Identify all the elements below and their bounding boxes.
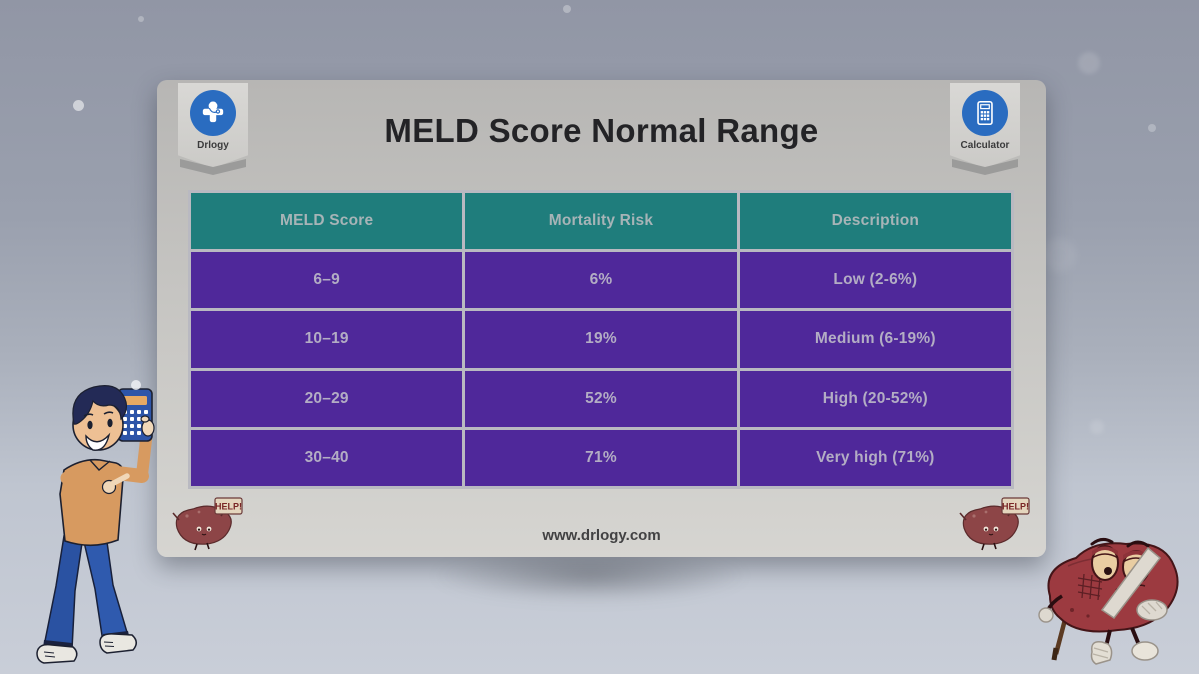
header-cell-mortality-risk: Mortality Risk <box>465 193 737 249</box>
drlogy-brand-badge: Drlogy <box>178 83 248 175</box>
website-url: www.drlogy.com <box>542 527 661 544</box>
badge-label: Drlogy <box>197 140 229 151</box>
help-liver-mascot-left: HELP! <box>172 497 243 551</box>
man-with-calculator-illustration <box>36 380 155 664</box>
cell-r4-description: Very high (71%) <box>739 429 1011 486</box>
help-liver-mascot-right: HELP! <box>959 497 1030 551</box>
cell-r1-mortality: 6% <box>465 252 737 309</box>
header-cell-meld-score: MELD Score <box>191 193 463 249</box>
help-sign-text: HELP! <box>215 502 242 512</box>
meld-score-table: MELD Score Mortality Risk Description 6–… <box>188 190 1014 489</box>
cell-r3-description: High (20-52%) <box>739 370 1011 427</box>
cell-r4-score: 30–40 <box>191 429 463 486</box>
bokeh-dot <box>73 100 84 111</box>
cell-r1-score: 6–9 <box>191 252 463 309</box>
badge-ribbon: Calculator <box>950 83 1020 168</box>
bokeh-dot <box>1042 238 1076 272</box>
cell-r3-score: 20–29 <box>191 370 463 427</box>
cell-r2-score: 10–19 <box>191 311 463 368</box>
calculator-glyph-icon <box>977 100 993 126</box>
medical-cross-stethoscope-icon <box>202 101 224 123</box>
help-sign-text: HELP! <box>1002 502 1029 512</box>
badge-chevron <box>180 159 246 175</box>
background-blur-smudge <box>430 548 750 603</box>
badge-ribbon: Drlogy <box>178 83 248 168</box>
cell-r2-mortality: 19% <box>465 311 737 368</box>
page-title: MELD Score Normal Range <box>384 112 819 149</box>
bokeh-dot <box>1148 124 1156 132</box>
cell-r3-mortality: 52% <box>465 370 737 427</box>
infographic-card: MELD Score Normal Range Drlogy <box>157 80 1046 557</box>
calculator-icon <box>962 90 1008 136</box>
bokeh-dot <box>1090 420 1104 434</box>
bokeh-dot <box>563 5 571 13</box>
badge-label: Calculator <box>960 140 1010 151</box>
cell-r4-mortality: 71% <box>465 429 737 486</box>
cell-r1-description: Low (2-6%) <box>739 252 1011 309</box>
calculator-badge: Calculator <box>950 83 1020 175</box>
injured-liver-mascot <box>1038 537 1179 665</box>
bokeh-dot <box>1078 52 1100 74</box>
badge-chevron <box>952 159 1018 175</box>
header-cell-description: Description <box>739 193 1011 249</box>
bokeh-dot <box>138 16 144 22</box>
drlogy-logo-icon <box>190 90 236 136</box>
cell-r2-description: Medium (6-19%) <box>739 311 1011 368</box>
